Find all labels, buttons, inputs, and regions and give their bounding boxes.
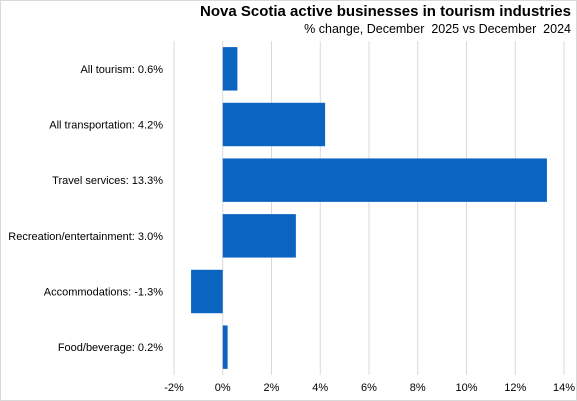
- category-label: Accommodations: -1.3%: [44, 287, 163, 299]
- bar: [222, 102, 326, 147]
- gridlines: [173, 41, 565, 375]
- bar: [222, 158, 547, 202]
- bar: [191, 269, 223, 314]
- x-tick-label: 10%: [455, 382, 477, 394]
- x-tick-label: 4%: [312, 382, 328, 394]
- x-tick-label: 8%: [410, 382, 426, 394]
- x-tick-label: -2%: [164, 382, 184, 394]
- x-tick-label: 2%: [264, 382, 280, 394]
- x-tick-label: 0%: [215, 382, 231, 394]
- category-label: Travel services: 13.3%: [52, 175, 163, 187]
- category-label: Recreation/entertainment: 3.0%: [8, 231, 163, 243]
- x-axis-ticks: -2% 0% 2% 4% 6% 8% 10% 12% 14%: [164, 382, 575, 394]
- category-label: All transportation: 4.2%: [49, 120, 163, 132]
- x-tick-label: 14%: [553, 382, 575, 394]
- category-labels: All tourism: 0.6% All transportation: 4.2…: [8, 64, 163, 354]
- bar: [222, 325, 228, 369]
- x-tick-label: 6%: [361, 382, 377, 394]
- category-label: Food/beverage: 0.2%: [58, 342, 163, 354]
- bar: [222, 214, 296, 258]
- category-label: All tourism: 0.6%: [80, 64, 163, 76]
- bar: [222, 47, 238, 91]
- x-tick-label: 12%: [504, 382, 526, 394]
- bars: [191, 47, 547, 369]
- chart-subtitle: % change, December 2025 vs December 2024: [304, 22, 571, 36]
- chart-title: Nova Scotia active businesses in tourism…: [200, 3, 571, 20]
